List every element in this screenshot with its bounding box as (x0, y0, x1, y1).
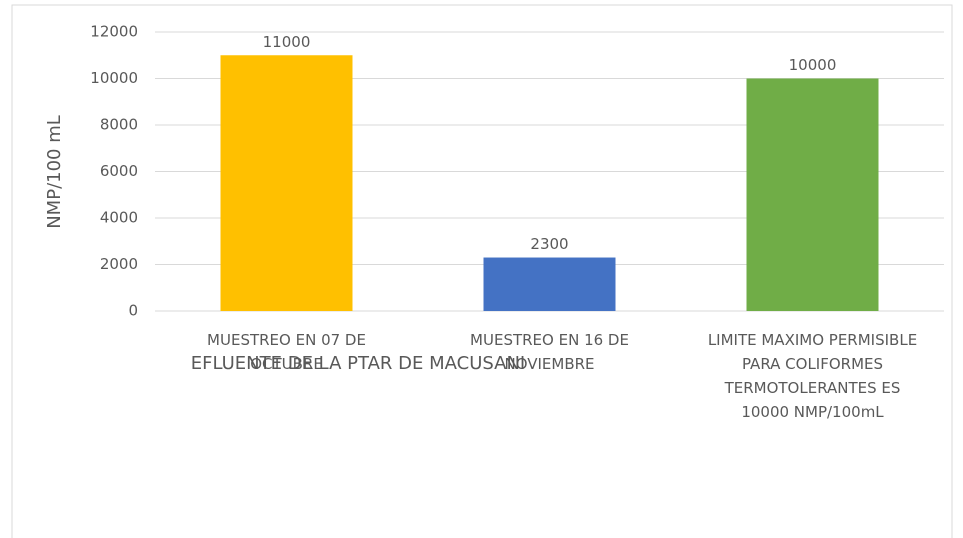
y-tick-label: 6000 (100, 162, 138, 180)
y-tick-label: 2000 (100, 255, 138, 273)
label-line: OCTUBRE (250, 355, 323, 373)
label-line: NOVIEMBRE (504, 355, 594, 373)
bar (483, 257, 616, 311)
y-axis-title: NMP/100 mL (44, 115, 65, 229)
label-line: TERMOTOLERANTES ES (724, 379, 901, 397)
label-line: PARA COLIFORMES (742, 355, 883, 373)
y-tick-label: 8000 (100, 116, 138, 134)
y-tick-label: 10000 (90, 69, 138, 87)
data-label: 2300 (530, 235, 568, 253)
label-line: MUESTREO EN 16 DE (470, 331, 629, 349)
label-line: LIMITE MAXIMO PERMISIBLE (708, 331, 917, 349)
label-line: MUESTREO EN 07 DE (207, 331, 366, 349)
label-line: 10000 NMP/100mL (741, 403, 884, 421)
bar (746, 78, 879, 311)
x-tick-label: MUESTREO EN 16 DE NOVIEMBRE (470, 331, 629, 373)
data-label: 10000 (789, 56, 837, 74)
data-label: 11000 (263, 33, 311, 51)
x-tick-label: LIMITE MAXIMO PERMISIBLE PARA COLIFORMES T… (708, 331, 917, 421)
bar (220, 55, 353, 311)
x-tick-label: MUESTREO EN 07 DE OCTUBRE (207, 331, 366, 373)
y-tick-label: 4000 (100, 209, 138, 227)
y-tick-label: 0 (128, 302, 138, 320)
x-axis-title: EFLUENTE DE LA PTAR DE MACUSANI (191, 353, 525, 374)
y-tick-label: 12000 (90, 23, 138, 41)
